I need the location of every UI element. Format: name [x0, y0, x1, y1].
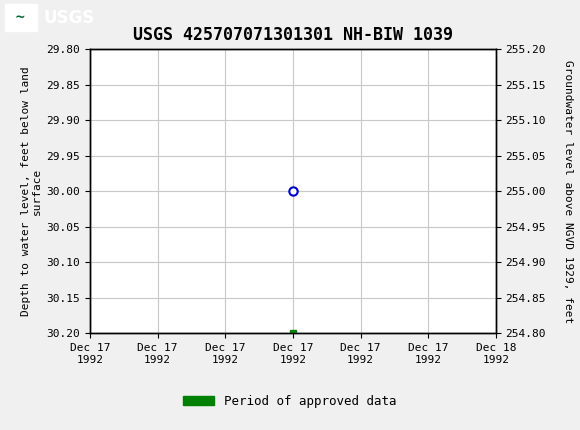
Legend: Period of approved data: Period of approved data — [178, 390, 402, 413]
Y-axis label: Groundwater level above NGVD 1929, feet: Groundwater level above NGVD 1929, feet — [563, 60, 573, 323]
Y-axis label: Depth to water level, feet below land
surface: Depth to water level, feet below land su… — [21, 67, 42, 316]
Text: USGS: USGS — [44, 9, 95, 27]
Title: USGS 425707071301301 NH-BIW 1039: USGS 425707071301301 NH-BIW 1039 — [133, 26, 453, 44]
Text: ~: ~ — [15, 11, 26, 24]
Bar — [5, 4, 37, 31]
